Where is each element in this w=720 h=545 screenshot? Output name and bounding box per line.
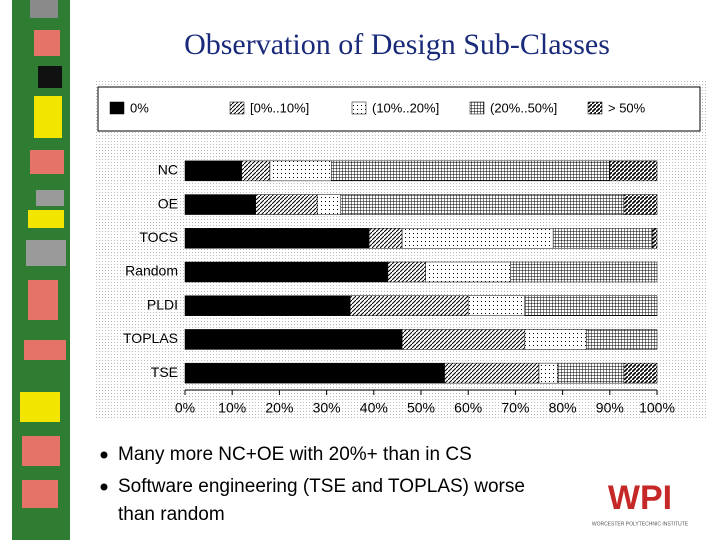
legend-label: [0%..10%] bbox=[250, 100, 309, 115]
bar-segment bbox=[585, 329, 658, 350]
bar-segment bbox=[524, 295, 658, 316]
legend-label: (10%..20%] bbox=[372, 100, 439, 115]
chart: 0% [0%..10%] (10%..20%] (20%..50%] > 50% 0% 10… bbox=[109, 100, 675, 416]
x-tick-label: 40% bbox=[360, 400, 388, 416]
category-label: PLDI bbox=[147, 296, 178, 312]
x-tick-label: 90% bbox=[596, 400, 624, 416]
bar-segment bbox=[340, 194, 625, 215]
legend-swatch bbox=[229, 101, 245, 115]
bar-segment bbox=[623, 194, 658, 215]
bar-segment bbox=[316, 194, 342, 215]
bullet-text: Software engineering (TSE and TOPLAS) wo… bbox=[118, 476, 525, 525]
bullet-list: Many more NC+OE with 20%+ than in CS Soft… bbox=[100, 444, 525, 525]
x-tick-label: 30% bbox=[313, 400, 341, 416]
logo-caption: WORCESTER POLYTECHNIC INSTITUTE bbox=[592, 521, 689, 527]
legend-label: 0% bbox=[130, 100, 149, 115]
category-label: TSE bbox=[151, 364, 178, 380]
category-label: TOCS bbox=[139, 229, 178, 245]
bar-segment bbox=[387, 261, 426, 283]
bar-segment bbox=[510, 261, 658, 283]
x-tick-label: 100% bbox=[639, 400, 675, 416]
bar-segment bbox=[401, 329, 526, 350]
bar-segment bbox=[349, 295, 469, 316]
legend-swatch bbox=[587, 101, 603, 115]
side-strip bbox=[12, 0, 70, 540]
bar-segment bbox=[652, 228, 658, 249]
bar-segment bbox=[331, 160, 611, 182]
legend-label: > 50% bbox=[608, 100, 646, 115]
category-label: NC bbox=[158, 162, 178, 178]
category-label: TOPLAS bbox=[123, 330, 178, 346]
bar-segment bbox=[552, 228, 653, 249]
legend-swatch bbox=[351, 101, 367, 115]
bar-segment bbox=[184, 194, 257, 215]
bar-segment bbox=[368, 228, 403, 249]
bar-segment bbox=[184, 295, 351, 316]
bar-segment bbox=[184, 261, 389, 283]
bar-segment bbox=[609, 160, 658, 182]
bullet-dot bbox=[100, 483, 108, 491]
legend-swatch bbox=[469, 101, 485, 115]
bar-segment bbox=[425, 261, 511, 283]
category-label: OE bbox=[158, 195, 178, 211]
legend-swatch bbox=[109, 101, 125, 115]
bar-segment bbox=[538, 362, 559, 384]
bar-segment bbox=[444, 362, 540, 384]
x-tick-label: 50% bbox=[407, 400, 435, 416]
bullet-dot bbox=[100, 451, 108, 459]
bullet-text: Many more NC+OE with 20%+ than in CS bbox=[118, 444, 472, 465]
bar-segment bbox=[255, 194, 318, 215]
bar-segment bbox=[467, 295, 526, 316]
bar-segment bbox=[241, 160, 271, 182]
category-label: Random bbox=[125, 263, 178, 279]
bar-segment bbox=[269, 160, 332, 182]
bar-segment bbox=[557, 362, 625, 384]
bar-segment bbox=[184, 228, 370, 249]
bar-segment bbox=[184, 362, 445, 384]
slide-title: Observation of Design Sub-Classes bbox=[184, 28, 610, 61]
logo: WPI bbox=[608, 479, 672, 517]
bar-segment bbox=[524, 329, 587, 350]
bar-segment bbox=[184, 329, 403, 350]
bar-segment bbox=[401, 228, 554, 249]
bar-segment bbox=[623, 362, 658, 384]
x-tick-label: 20% bbox=[265, 400, 293, 416]
x-tick-label: 70% bbox=[501, 400, 529, 416]
bar-segment bbox=[184, 160, 242, 182]
x-tick-label: 10% bbox=[218, 400, 246, 416]
x-tick-label: 60% bbox=[454, 400, 482, 416]
x-tick-label: 0% bbox=[175, 400, 195, 416]
legend-label: (20%..50%] bbox=[490, 100, 557, 115]
x-tick-label: 80% bbox=[549, 400, 577, 416]
